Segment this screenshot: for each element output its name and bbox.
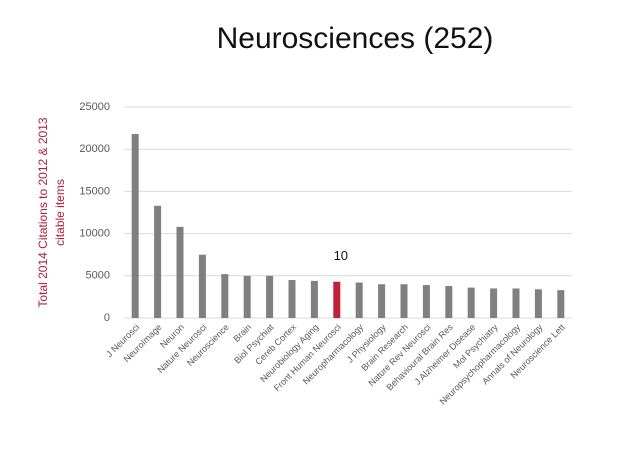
bar	[310, 280, 318, 318]
y-tick-label: 25000	[79, 101, 110, 113]
annotation: 10	[334, 248, 348, 263]
bar	[490, 288, 498, 318]
bar	[333, 281, 341, 318]
bar	[400, 284, 408, 318]
bar	[512, 288, 520, 318]
y-tick-label: 0	[104, 312, 110, 324]
bar	[266, 275, 274, 318]
chart-title: Neurosciences (252)	[217, 22, 494, 55]
y-axis-label: citable items	[53, 179, 67, 246]
bar	[378, 284, 386, 318]
bar	[557, 290, 565, 318]
bar	[154, 205, 162, 318]
y-tick-label: 20000	[79, 143, 110, 155]
bar	[534, 289, 542, 318]
bar	[176, 226, 184, 318]
bar	[198, 254, 206, 318]
y-axis-label: Total 2014 Citations to 2012 & 2013	[36, 117, 50, 307]
bar	[243, 275, 251, 318]
bar	[422, 285, 430, 318]
bar	[221, 274, 229, 318]
y-tick-label: 15000	[79, 185, 110, 197]
y-tick-label: 5000	[86, 270, 110, 282]
bar	[467, 287, 475, 318]
bar	[131, 134, 139, 318]
bar	[288, 280, 296, 318]
bar	[355, 282, 363, 318]
y-tick-label: 10000	[79, 228, 110, 240]
bar	[445, 285, 453, 318]
